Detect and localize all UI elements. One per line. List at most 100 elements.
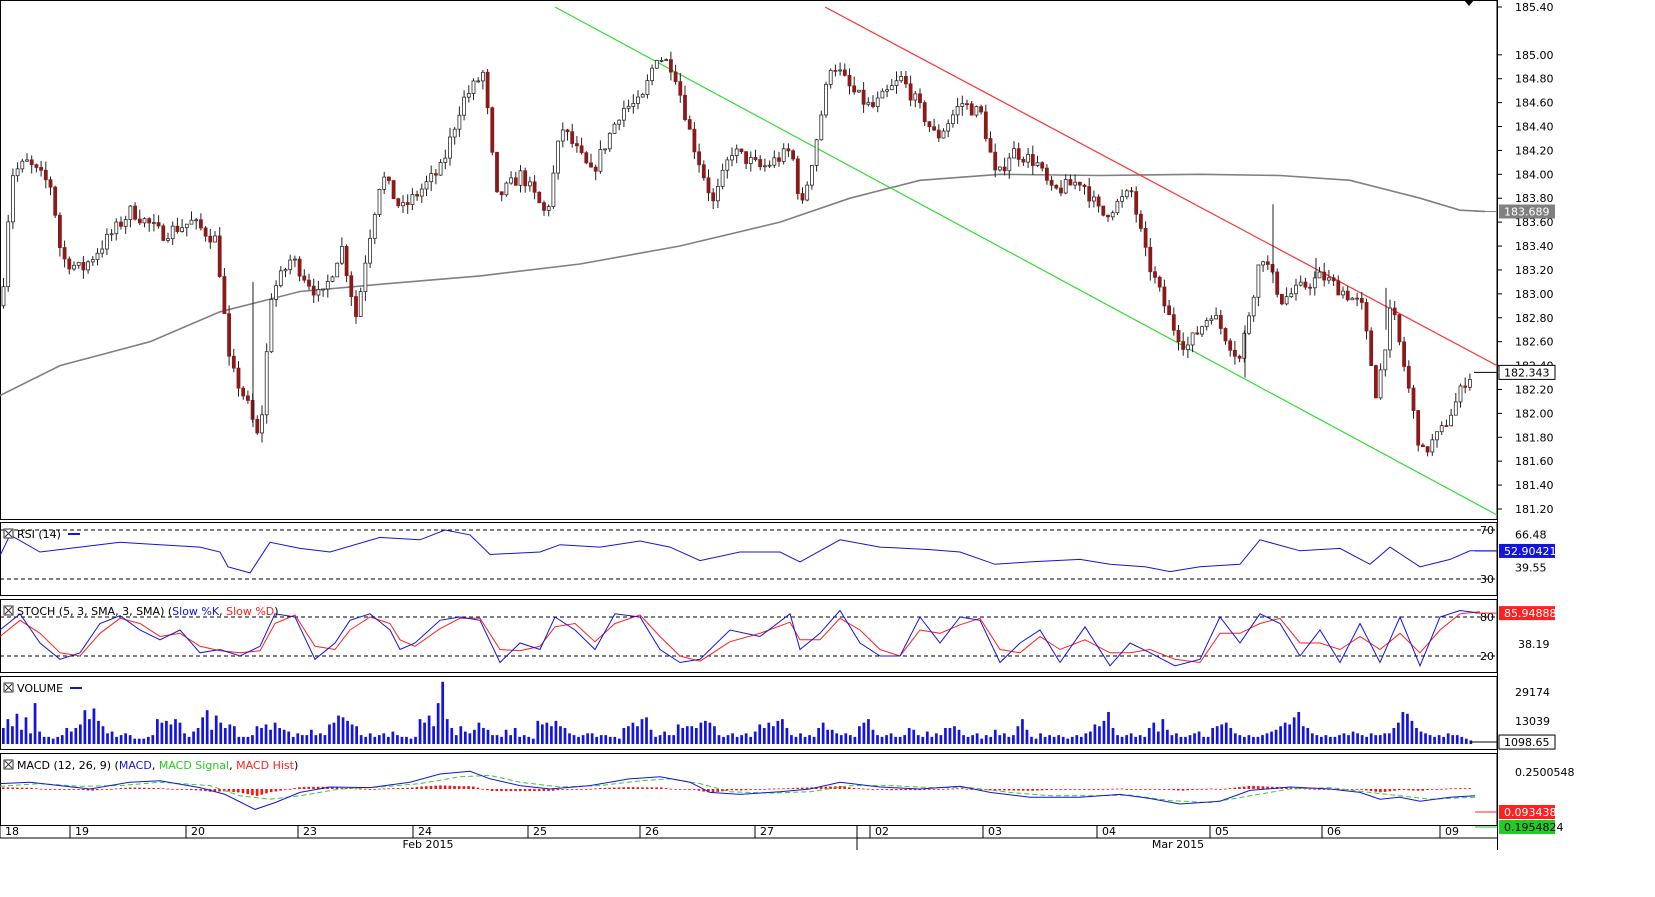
candle-body: [1331, 277, 1336, 282]
macd-hist-bar: [730, 789, 734, 791]
rsi-panel[interactable]: 70 30 66.48 39.55 52.90421 RSI (14): [0, 524, 1557, 586]
volume-bar: [1338, 735, 1341, 744]
macd-hist-bar: [1449, 788, 1453, 790]
candle-body: [344, 246, 349, 277]
rsi-last-tag-box: [1499, 543, 1555, 558]
candle-body: [330, 276, 335, 282]
macd-hist-bar: [899, 789, 903, 791]
volume-bar: [1066, 738, 1070, 744]
volume-bar: [531, 738, 535, 744]
macd-hist-bar: [796, 787, 799, 789]
volume-bar: [414, 736, 417, 744]
candle-body: [908, 83, 913, 101]
volume-bar: [676, 724, 680, 744]
candle-body: [748, 157, 753, 164]
price-tick-label: 182.20: [1515, 383, 1554, 396]
macd-hist-bar: [956, 788, 959, 790]
volume-bar: [110, 731, 114, 744]
macd-hist-bar: [1266, 786, 1269, 789]
macd-hist-bar: [312, 786, 315, 789]
macd-hist-bar: [735, 789, 738, 791]
candle-body: [1289, 293, 1294, 298]
price-tick-label: 182.80: [1515, 312, 1554, 325]
price-tags: 183.689 182.343: [1474, 204, 1556, 380]
macd-hist-bar: [298, 787, 301, 789]
volume-bar: [1265, 733, 1269, 744]
macd-hist-bar: [589, 788, 593, 790]
volume-bar: [1211, 728, 1215, 744]
candle-body: [1148, 246, 1153, 273]
volume-bar: [1406, 713, 1409, 744]
candle-body: [48, 179, 53, 188]
candle-body: [1181, 341, 1186, 350]
price-panel[interactable]: 185.40 185.00 184.80 184.60 184.40 184.20 184.…: [0, 1, 1556, 516]
volume-legend: VOLUME: [3, 682, 82, 695]
volume-bar: [146, 736, 150, 744]
volume-bar: [65, 728, 69, 744]
candle-body: [227, 313, 232, 357]
day-tick-label: 26: [645, 825, 659, 838]
volume-bar: [178, 722, 182, 744]
candle-body: [1421, 444, 1425, 448]
volume-label: VOLUME: [17, 682, 63, 695]
volume-bar: [622, 728, 626, 744]
trend-channel[interactable]: [554, 6, 1498, 516]
volume-bar: [92, 708, 96, 744]
candle-body: [466, 93, 471, 98]
macd-hist-bar: [979, 789, 983, 790]
macd-hist-bar: [645, 787, 649, 789]
volume-panel[interactable]: 29174 13039 1098.65 VOLUME: [2, 681, 1556, 750]
candle-body: [814, 139, 819, 166]
volume-bar: [640, 719, 644, 744]
macd-hist-bar: [580, 789, 583, 790]
rsi-close-icon-cross: [4, 529, 13, 538]
macd-hist-bar: [913, 789, 917, 791]
volume-bar: [205, 710, 209, 744]
macd-hist-bar: [185, 789, 188, 790]
volume-bar: [264, 724, 268, 744]
candle-body: [1355, 297, 1359, 300]
macd-hist-bar: [105, 789, 108, 790]
macd-hist-bar: [1444, 788, 1448, 790]
candlestick-series: [1, 51, 1472, 457]
macd-hist-bar: [72, 789, 76, 790]
candle-body: [1171, 314, 1176, 331]
candle-body: [781, 148, 786, 162]
stochastic-panel[interactable]: 80 20 38.19 85.94888 STOCH (5, 3, SMA, 3, …: [0, 605, 1557, 668]
volume-bar: [1274, 729, 1278, 744]
volume-bar: [314, 735, 318, 744]
macd-hist-bar: [396, 788, 400, 789]
candle-body: [1247, 315, 1251, 334]
candle-body: [170, 225, 175, 240]
volume-bar: [291, 736, 295, 744]
macd-hist-bar: [960, 788, 964, 790]
candle-body: [433, 173, 438, 176]
volume-bar: [704, 720, 707, 744]
volume-bar: [69, 731, 73, 744]
candle-body: [25, 159, 29, 162]
candle-body: [53, 186, 58, 216]
macd-hist-bar: [664, 788, 668, 789]
volume-bar: [441, 681, 445, 744]
price-axis: 185.40 185.00 184.80 184.60 184.40 184.20 184.…: [1497, 1, 1554, 516]
day-tick-label: 03: [988, 825, 1002, 838]
macd-hist-tag-box: [1499, 805, 1555, 819]
macd-hist-bar: [1407, 789, 1410, 791]
macd-hist-bar: [1045, 789, 1048, 791]
candle-body: [1242, 332, 1247, 359]
volume-bar: [921, 736, 925, 744]
macd-hist-bar: [279, 789, 282, 791]
macd-hist-bar: [91, 789, 94, 791]
macd-panel[interactable]: 0.2500548 0.0934387 0.1954824 MACD (12, 2…: [0, 759, 1575, 834]
volume-bar: [1464, 738, 1468, 744]
volume-bar: [160, 722, 164, 744]
candle-body: [236, 367, 241, 389]
macd-hist-bar: [514, 789, 517, 792]
candle-body: [1336, 280, 1341, 296]
scroll-marker-icon[interactable]: [1464, 0, 1474, 6]
candle-body: [706, 177, 711, 194]
volume-bar: [242, 736, 245, 744]
candle-body: [1392, 307, 1397, 316]
day-tick-label: 24: [418, 825, 432, 838]
volume-bar: [210, 729, 214, 744]
